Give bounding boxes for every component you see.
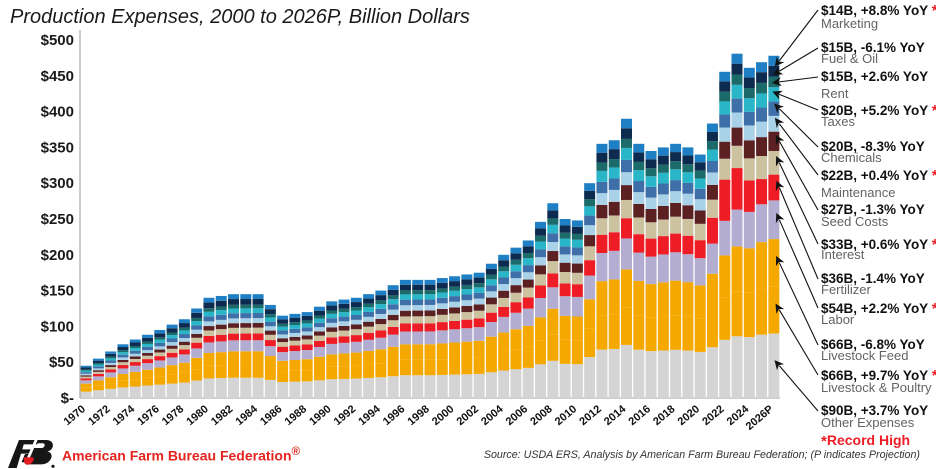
svg-text:1986: 1986 — [258, 403, 284, 428]
svg-text:$-: $- — [61, 390, 74, 407]
svg-text:2004: 2004 — [479, 403, 506, 428]
svg-text:1974: 1974 — [111, 403, 138, 428]
svg-text:2008: 2008 — [528, 403, 554, 428]
svg-text:1990: 1990 — [307, 403, 333, 428]
svg-text:2006: 2006 — [504, 403, 530, 428]
svg-text:2010: 2010 — [553, 403, 579, 428]
svg-text:1976: 1976 — [135, 403, 161, 428]
svg-text:$50: $50 — [49, 354, 74, 371]
svg-text:2012: 2012 — [577, 403, 603, 428]
svg-text:2026P: 2026P — [744, 403, 776, 433]
svg-text:$250: $250 — [41, 211, 74, 228]
svg-text:$300: $300 — [41, 175, 74, 192]
svg-text:1996: 1996 — [381, 403, 407, 428]
svg-text:1998: 1998 — [405, 403, 431, 428]
svg-text:1980: 1980 — [184, 403, 210, 428]
svg-text:2020: 2020 — [676, 403, 702, 428]
svg-text:1982: 1982 — [209, 403, 235, 428]
svg-text:$500: $500 — [41, 32, 74, 49]
svg-text:1984: 1984 — [234, 403, 261, 428]
svg-text:$400: $400 — [41, 104, 74, 121]
svg-text:2014: 2014 — [602, 403, 629, 428]
svg-text:2022: 2022 — [700, 403, 726, 428]
svg-text:$350: $350 — [41, 139, 74, 156]
svg-text:$200: $200 — [41, 247, 74, 264]
svg-text:1994: 1994 — [356, 403, 383, 428]
svg-text:1972: 1972 — [86, 403, 112, 428]
svg-text:$150: $150 — [41, 283, 74, 300]
svg-text:1978: 1978 — [160, 403, 186, 428]
svg-text:2016: 2016 — [627, 403, 653, 428]
svg-text:2002: 2002 — [455, 403, 481, 428]
svg-text:$100: $100 — [41, 318, 74, 335]
svg-text:1992: 1992 — [332, 403, 358, 428]
svg-text:2018: 2018 — [651, 403, 677, 428]
svg-text:2000: 2000 — [430, 403, 456, 428]
svg-text:$450: $450 — [41, 68, 74, 85]
svg-text:1988: 1988 — [283, 403, 309, 428]
